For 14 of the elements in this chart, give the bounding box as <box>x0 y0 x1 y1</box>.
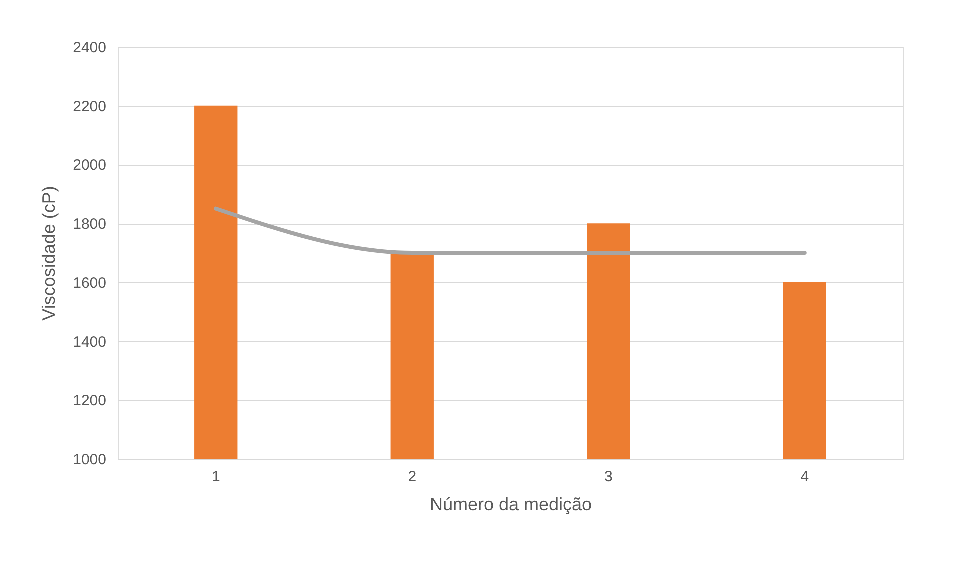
y-tick-label: 2400 <box>73 40 106 56</box>
y-tick-label: 1200 <box>73 392 106 410</box>
x-tick-label: 2 <box>408 468 417 486</box>
y-tick-label: 2000 <box>73 157 106 174</box>
y-tick-label: 1400 <box>73 334 106 351</box>
x-tick-label: 3 <box>604 468 613 486</box>
y-tick-label: 1600 <box>73 274 106 292</box>
y-tick-label: 2200 <box>73 98 106 116</box>
x-tick-label: 4 <box>800 468 810 486</box>
y-axis-title: Viscosidade (cP) <box>39 186 60 321</box>
x-axis-title: Número da medição <box>430 494 592 514</box>
x-tick-label: 1 <box>212 468 220 486</box>
y-tick-label: 1800 <box>73 216 106 234</box>
y-tick-label: 1000 <box>73 452 106 468</box>
